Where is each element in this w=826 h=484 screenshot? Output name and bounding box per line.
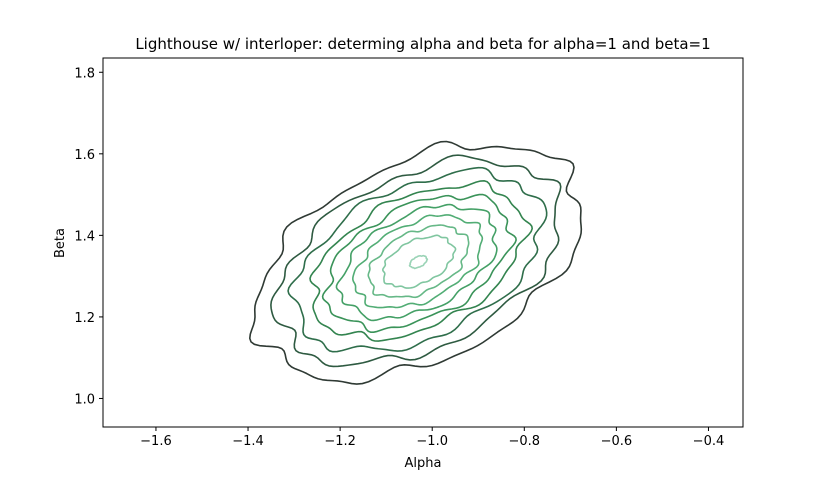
chart-title: Lighthouse w/ interloper: determing alph… xyxy=(135,35,710,53)
y-axis-label: Beta xyxy=(53,228,68,258)
contour-line xyxy=(381,234,457,289)
x-tick-label: −1.4 xyxy=(232,434,264,449)
x-tick-label: −1.6 xyxy=(140,434,172,449)
x-tick-label: −0.8 xyxy=(509,434,541,449)
y-tick-label: 1.6 xyxy=(74,148,95,163)
y-axis: 1.0 1.2 1.4 1.6 1.8 xyxy=(74,66,103,407)
y-tick-label: 1.0 xyxy=(74,392,95,407)
contour-line xyxy=(321,193,517,333)
contour-line xyxy=(287,166,548,353)
plot-frame xyxy=(102,57,744,428)
contour-line xyxy=(248,140,583,385)
x-tick-label: −0.6 xyxy=(601,434,633,449)
contour-line xyxy=(367,224,470,299)
contour-line xyxy=(309,180,534,342)
y-tick-label: 1.2 xyxy=(74,311,95,326)
contour-line xyxy=(352,214,484,309)
contour-group xyxy=(248,140,583,385)
contour-line xyxy=(335,203,498,322)
y-tick-label: 1.4 xyxy=(74,229,95,244)
x-tick-label: −0.4 xyxy=(693,434,725,449)
x-axis: −1.6 −1.4 −1.2 −1.0 −0.8 −0.6 −0.4 xyxy=(140,427,724,449)
x-axis-label: Alpha xyxy=(405,456,442,471)
x-tick-label: −1.2 xyxy=(324,434,356,449)
x-tick-label: −1.0 xyxy=(416,434,448,449)
contour-line xyxy=(408,254,429,270)
contour-line xyxy=(270,154,562,368)
y-tick-label: 1.8 xyxy=(74,66,95,81)
